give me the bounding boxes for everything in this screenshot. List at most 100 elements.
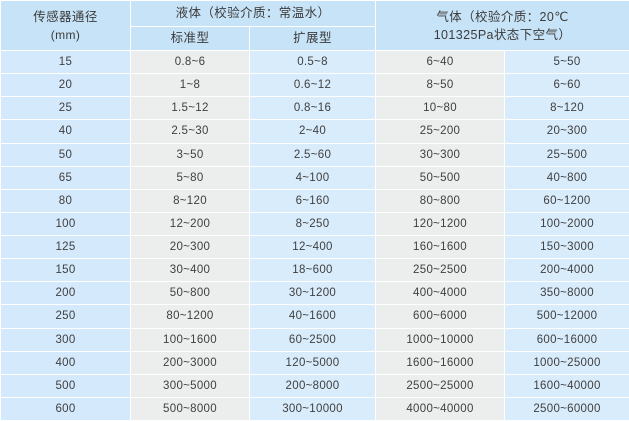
cell-gas-standard: 400~4000 [375,281,505,306]
cell-gas-extended: 500~12000 [503,304,629,329]
cell-gas-extended: 1600~40000 [503,373,629,398]
cell-liquid-standard: 2.5~30 [130,119,250,144]
cell-gas-standard: 250~2500 [375,258,505,283]
table-row: 65 5~80 4~100 50~500 40~800 [0,165,629,190]
cell-liquid-extended: 200~8000 [249,373,376,398]
cell-gas-standard: 120~1200 [375,211,505,237]
cell-diameter: 65 [0,165,131,190]
table-row: 125 20~300 12~400 160~1600 150~3000 [0,234,629,260]
cell-liquid-extended: 6~160 [249,188,376,213]
header-row-main: 传感器通径 (mm) 液体（校验介质：常温水） 气体（校验介质：20℃ 1013… [0,0,629,51]
cell-diameter: 40 [0,119,131,144]
cell-gas-extended: 350~8000 [503,281,629,306]
cell-liquid-extended: 40~1600 [249,304,376,329]
cell-liquid-extended: 30~1200 [249,281,376,306]
cell-diameter: 500 [0,373,131,398]
cell-gas-extended: 1000~25000 [503,350,629,375]
cell-liquid-extended: 0.5~8 [249,49,376,75]
cell-diameter: 25 [0,96,131,121]
table-row: 40 2.5~30 2~40 25~200 20~300 [0,119,629,144]
cell-gas-extended: 2500~60000 [503,396,629,421]
cell-liquid-standard: 20~300 [130,234,250,260]
table-row: 50 3~50 2.5~60 30~300 25~500 [0,142,629,167]
header-liquid-group: 液体（校验介质：常温水） [130,0,376,27]
cell-diameter: 100 [0,211,131,237]
table-row: 150 30~400 18~600 250~2500 200~4000 [0,258,629,283]
header-diameter-line2: (mm) [50,27,81,42]
cell-liquid-standard: 12~200 [130,211,250,237]
table-row: 25 1.5~12 0.8~16 10~80 8~120 [0,96,629,121]
header-diameter: 传感器通径 (mm) [0,0,131,51]
header-row-sub: 标准型 扩展型 [1,26,629,51]
cell-gas-extended: 200~4000 [503,258,629,283]
cell-gas-standard: 30~300 [375,142,505,167]
cell-gas-standard: 600~6000 [375,304,505,329]
cell-gas-extended: 20~300 [503,119,629,144]
cell-diameter: 15 [0,49,131,75]
table-row: 80 8~120 6~160 80~800 60~1200 [0,188,629,213]
header-gas-line1: 气体（校验介质：20℃ [436,9,569,24]
cell-liquid-standard: 1~8 [130,73,250,98]
cell-gas-extended: 60~1200 [503,188,629,213]
cell-gas-standard: 80~800 [375,188,505,213]
table-row: 15 0.8~6 0.5~8 6~40 5~50 [0,49,629,75]
cell-liquid-extended: 12~400 [249,234,376,260]
cell-gas-extended: 6~60 [503,73,629,98]
cell-liquid-standard: 5~80 [130,165,250,190]
cell-diameter: 400 [0,350,131,375]
header-liquid-standard: 标准型 [130,26,250,51]
cell-liquid-standard: 3~50 [130,142,250,167]
table-row: 500 300~5000 200~8000 2500~25000 1600~40000 [0,373,629,398]
cell-liquid-standard: 30~400 [130,258,250,283]
cell-gas-extended: 5~50 [503,49,629,75]
cell-diameter: 80 [0,188,131,213]
cell-gas-standard: 50~500 [375,165,505,190]
header-diameter-line1: 传感器通径 [33,9,98,24]
table-row: 250 80~1200 40~1600 600~6000 500~12000 [0,304,629,329]
table-body: 15 0.8~6 0.5~8 6~40 5~50 20 1~8 0.6~12 8~50 6~60 2… [0,49,629,421]
cell-liquid-standard: 500~8000 [130,396,250,421]
cell-gas-extended: 40~800 [503,165,629,190]
cell-liquid-standard: 80~1200 [130,304,250,329]
table-row: 100 12~200 8~250 120~1200 100~2000 [0,211,629,237]
cell-liquid-standard: 200~3000 [130,350,250,375]
cell-liquid-extended: 0.8~16 [249,96,376,121]
cell-liquid-standard: 8~120 [130,188,250,213]
cell-gas-standard: 25~200 [375,119,505,144]
cell-liquid-extended: 2~40 [249,119,376,144]
cell-liquid-extended: 60~2500 [249,327,376,352]
cell-diameter: 200 [0,281,131,306]
cell-gas-standard: 4000~40000 [375,396,505,421]
cell-liquid-extended: 4~100 [249,165,376,190]
cell-gas-standard: 10~80 [375,96,505,121]
cell-gas-standard: 160~1600 [375,234,505,260]
table-row: 400 200~3000 120~5000 1600~16000 1000~25000 [0,350,629,375]
cell-gas-standard: 2500~25000 [375,373,505,398]
cell-gas-extended: 600~16000 [503,327,629,352]
cell-liquid-standard: 300~5000 [130,373,250,398]
header-gas-line2: 101325Pa状态下空气） [433,27,572,42]
cell-gas-standard: 1000~10000 [375,327,505,352]
table-header: 传感器通径 (mm) 液体（校验介质：常温水） 气体（校验介质：20℃ 1013… [0,0,629,51]
header-liquid-extended: 扩展型 [249,26,376,51]
cell-diameter: 300 [0,327,131,352]
cell-gas-extended: 25~500 [503,142,629,167]
cell-liquid-extended: 120~5000 [249,350,376,375]
cell-gas-standard: 6~40 [375,49,505,75]
cell-diameter: 600 [0,396,131,421]
cell-diameter: 150 [0,258,131,283]
table-row: 200 50~800 30~1200 400~4000 350~8000 [0,281,629,306]
cell-liquid-standard: 1.5~12 [130,96,250,121]
cell-liquid-extended: 2.5~60 [249,142,376,167]
table-row: 20 1~8 0.6~12 8~50 6~60 [0,73,629,98]
header-gas-group: 气体（校验介质：20℃ 101325Pa状态下空气） [374,0,629,51]
cell-liquid-standard: 50~800 [130,281,250,306]
cell-diameter: 50 [0,142,131,167]
cell-gas-extended: 150~3000 [503,234,629,260]
cell-gas-extended: 100~2000 [503,211,629,237]
cell-gas-standard: 1600~16000 [375,350,505,375]
table-row: 300 100~1600 60~2500 1000~10000 600~16000 [0,327,629,352]
cell-gas-standard: 8~50 [375,73,505,98]
cell-liquid-standard: 100~1600 [130,327,250,352]
